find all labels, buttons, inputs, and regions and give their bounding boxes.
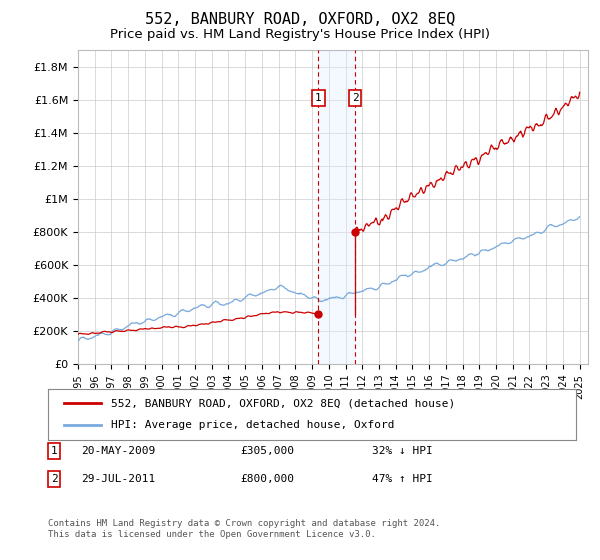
Text: 552, BANBURY ROAD, OXFORD, OX2 8EQ: 552, BANBURY ROAD, OXFORD, OX2 8EQ xyxy=(145,12,455,27)
Text: 1: 1 xyxy=(50,446,58,456)
Text: 20-MAY-2009: 20-MAY-2009 xyxy=(81,446,155,456)
Text: Price paid vs. HM Land Registry's House Price Index (HPI): Price paid vs. HM Land Registry's House … xyxy=(110,28,490,41)
Text: 552, BANBURY ROAD, OXFORD, OX2 8EQ (detached house): 552, BANBURY ROAD, OXFORD, OX2 8EQ (deta… xyxy=(112,398,455,408)
Bar xyxy=(319,50,355,364)
Text: 29-JUL-2011: 29-JUL-2011 xyxy=(81,474,155,484)
Text: 2: 2 xyxy=(352,94,358,103)
Text: £800,000: £800,000 xyxy=(240,474,294,484)
Text: 47% ↑ HPI: 47% ↑ HPI xyxy=(372,474,433,484)
Text: £305,000: £305,000 xyxy=(240,446,294,456)
Text: 2: 2 xyxy=(50,474,58,484)
Text: 32% ↓ HPI: 32% ↓ HPI xyxy=(372,446,433,456)
Text: 1: 1 xyxy=(315,94,322,103)
Text: HPI: Average price, detached house, Oxford: HPI: Average price, detached house, Oxfo… xyxy=(112,421,395,431)
Text: Contains HM Land Registry data © Crown copyright and database right 2024.
This d: Contains HM Land Registry data © Crown c… xyxy=(48,520,440,539)
